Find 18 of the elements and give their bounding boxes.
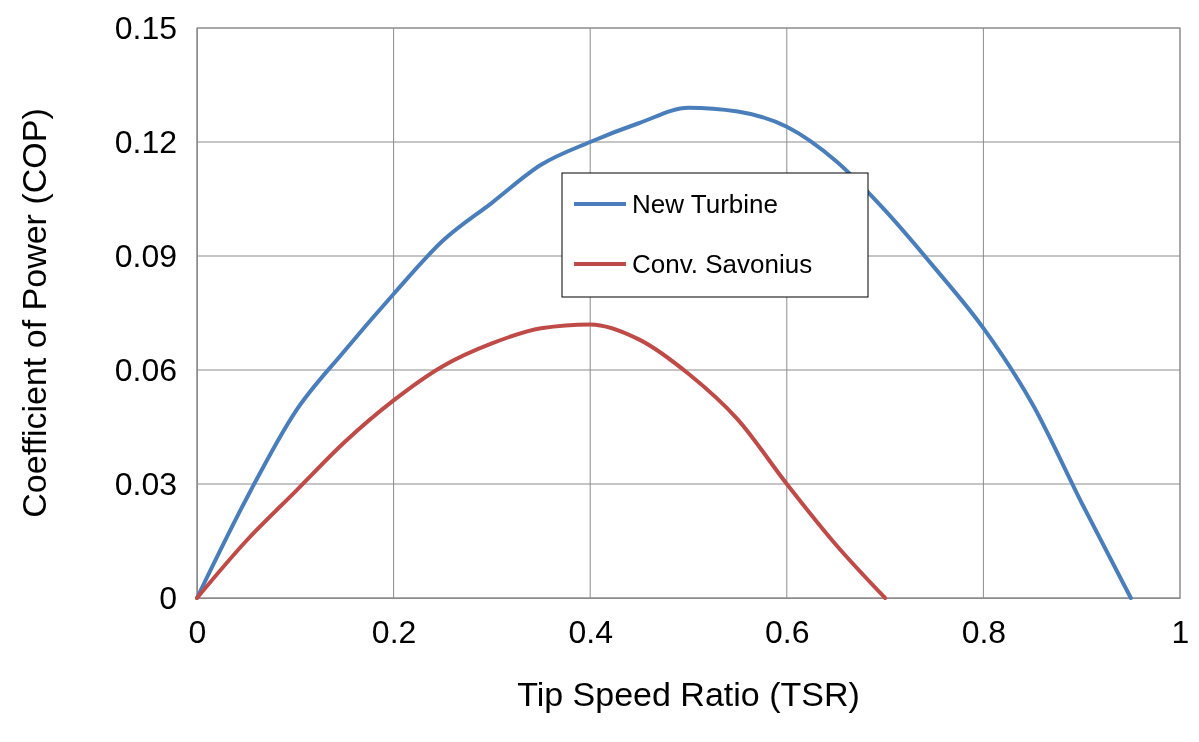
y-tick-label: 0.06 <box>114 351 177 388</box>
x-axis-title: Tip Speed Ratio (TSR) <box>517 675 860 713</box>
y-axis-title: Coefficient of Power (COP) <box>15 108 53 518</box>
y-tick-label: 0.09 <box>114 237 177 274</box>
x-tick-label: 0.2 <box>371 613 417 650</box>
y-tick-label: 0.12 <box>114 123 177 160</box>
x-tick-label: 0 <box>188 613 207 650</box>
x-tick-label: 0.6 <box>765 613 810 650</box>
x-tick-label: 1 <box>1171 613 1190 650</box>
legend-label: Conv. Savonius <box>632 249 813 279</box>
legend-label: New Turbine <box>632 189 778 219</box>
x-tick-label: 0.8 <box>961 613 1007 650</box>
y-tick-label: 0.15 <box>114 9 177 46</box>
line-series <box>195 105 1133 600</box>
y-tick-label: 0.03 <box>114 465 177 502</box>
x-tick-label: 0.4 <box>568 613 613 650</box>
line-series <box>195 322 888 600</box>
y-tick-label: 0 <box>159 579 177 616</box>
